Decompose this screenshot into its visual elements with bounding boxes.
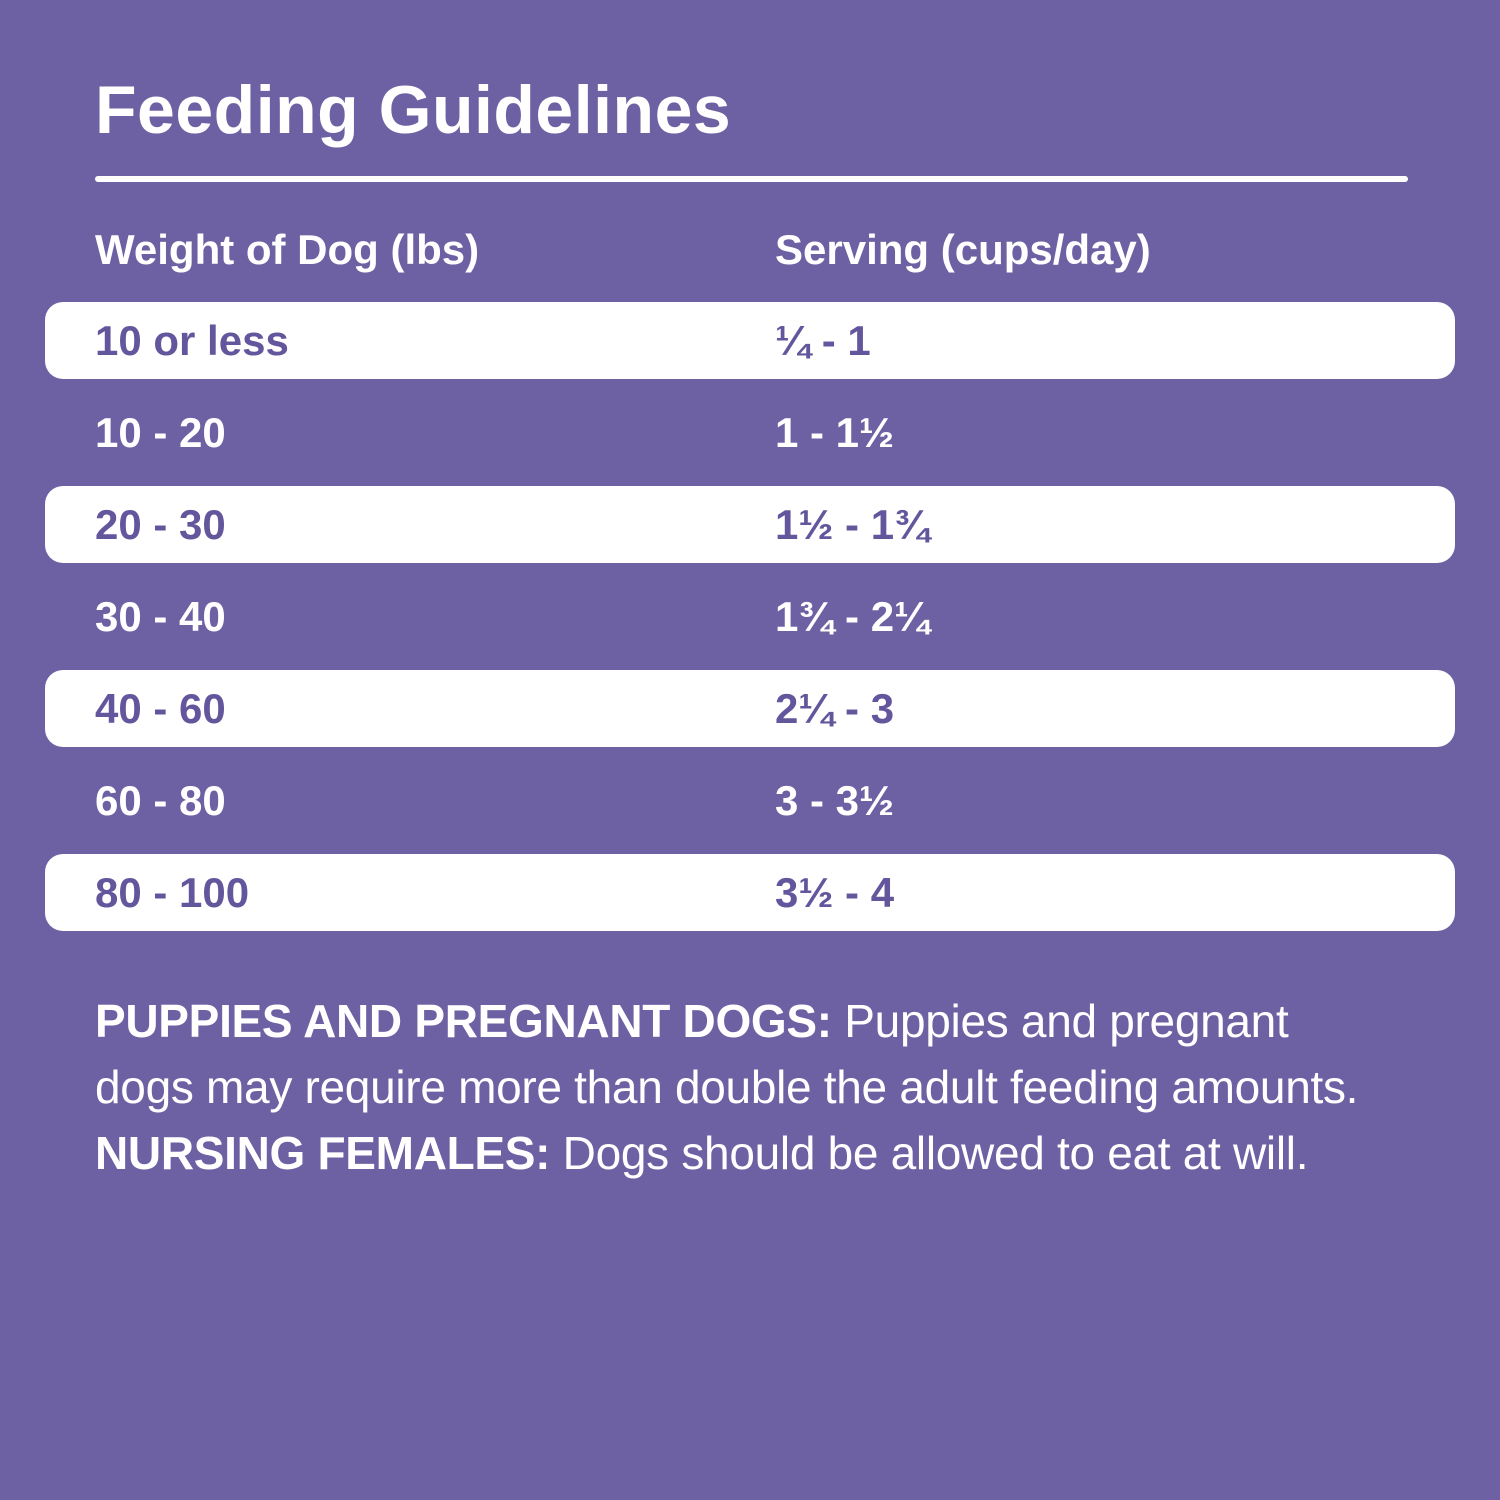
weight-cell: 10 - 20 <box>95 408 226 456</box>
weight-cell: 20 - 30 <box>95 500 226 548</box>
note-body-nursing: Dogs should be allowed to eat at will. <box>550 1126 1309 1179</box>
serving-cell: 3½ - 4 <box>775 868 895 916</box>
weight-cell: 40 - 60 <box>95 684 226 732</box>
column-header-serving: Serving (cups/day) <box>775 226 1151 273</box>
table-row: 60 - 80 3 - 3½ <box>45 762 1455 839</box>
note-text: PUPPIES AND PREGNANT DOGS: Puppies and p… <box>95 989 1385 1186</box>
note-body-puppies: Puppies and pregnant dogs may require mo… <box>95 995 1359 1113</box>
serving-cell: 3 - 3½ <box>775 776 895 824</box>
weight-cell: 30 - 40 <box>95 592 226 640</box>
serving-cell: 1¾ - 2¼ <box>775 592 930 640</box>
table-row: 10 - 20 1 - 1½ <box>45 394 1455 471</box>
weight-cell: 80 - 100 <box>95 868 250 916</box>
table-row: 40 - 60 2¼ - 3 <box>45 670 1455 747</box>
column-header-weight: Weight of Dog (lbs) <box>95 226 480 273</box>
serving-cell: 1 - 1½ <box>775 408 895 456</box>
table-row: 10 or less ¼ - 1 <box>45 302 1455 379</box>
feeding-table: 10 or less ¼ - 1 10 - 20 1 - 1½ 20 - 30 … <box>45 302 1455 931</box>
serving-cell: 1½ - 1¾ <box>775 500 930 548</box>
table-row: 20 - 30 1½ - 1¾ <box>45 486 1455 563</box>
serving-cell: 2¼ - 3 <box>775 684 895 732</box>
page-title: Feeding Guidelines <box>95 72 732 148</box>
serving-cell: ¼ - 1 <box>775 316 871 364</box>
title-underline-rule <box>95 176 1408 182</box>
weight-cell: 10 or less <box>95 316 289 364</box>
table-row: 80 - 100 3½ - 4 <box>45 854 1455 931</box>
note-label-nursing: NURSING FEMALES: <box>95 1126 551 1179</box>
table-row: 30 - 40 1¾ - 2¼ <box>45 578 1455 655</box>
note-label-puppies: PUPPIES AND PREGNANT DOGS: <box>95 995 832 1047</box>
table-header-row: Weight of Dog (lbs) Serving (cups/day) <box>45 226 1455 274</box>
weight-cell: 60 - 80 <box>95 776 226 824</box>
